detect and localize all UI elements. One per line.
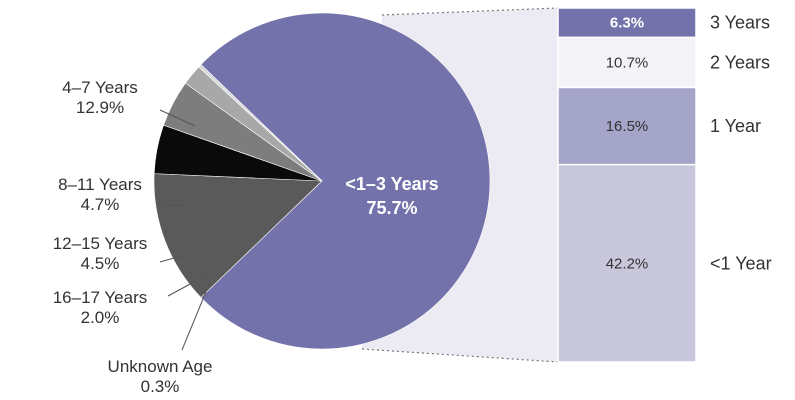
bar-category-1-year: <1 Year: [710, 253, 772, 273]
bar-value-3-years: 6.3%: [610, 15, 644, 32]
pie-label-name-1-3-years: <1–3 Years: [345, 174, 438, 194]
leader-line-unknown-age: [181, 281, 211, 351]
bar-value-1-year: 42.2%: [606, 255, 649, 272]
pie-label-value-12-15-years: 4.5%: [81, 254, 120, 273]
pie-slice-1-3-years: [200, 12, 491, 350]
pie-label-name-12-15-years: 12–15 Years: [53, 234, 148, 253]
bar-segment-3-years: [557, 7, 697, 39]
pie-slice-unknown-age: [198, 64, 323, 182]
pie-label-value-unknown-age: 0.3%: [141, 377, 180, 396]
leader-line-12-15-years: [159, 253, 189, 263]
bar-category-3-years: 3 Years: [710, 13, 770, 33]
pie-label-name-8-11-years: 8–11 Years: [58, 175, 142, 194]
bar-segment-2-years: [557, 36, 697, 89]
pie-label-value-1-3-years: 75.7%: [366, 198, 417, 218]
bar-value-1-year: 16.5%: [606, 118, 649, 135]
pie-chart: [153, 12, 491, 350]
bar-segment-1-year: [557, 163, 697, 363]
stacked-bar: [557, 7, 697, 363]
pie-label-name-unknown-age: Unknown Age: [108, 357, 213, 376]
pie-label-value-4-7-years: 12.9%: [76, 98, 124, 117]
pie-slice-4-7-years: [153, 173, 323, 298]
bar-category-2-years: 2 Years: [710, 53, 770, 73]
leader-line-4-7-years: [159, 109, 196, 127]
connector-line-top: [381, 7, 559, 16]
bar-category-1-year: 1 Year: [710, 116, 761, 136]
pie-label-value-8-11-years: 4.7%: [81, 195, 120, 214]
pie-label-name-4-7-years: 4–7 Years: [62, 78, 138, 97]
bar-value-2-years: 10.7%: [606, 55, 649, 72]
bar-segment-1-year: [557, 86, 697, 166]
leader-line-16-17-years: [167, 275, 206, 297]
leader-line-8-11-years: [159, 204, 186, 207]
pie-label-value-16-17-years: 2.0%: [81, 308, 120, 327]
pie-label-name-16-17-years: 16–17 Years: [53, 288, 148, 307]
